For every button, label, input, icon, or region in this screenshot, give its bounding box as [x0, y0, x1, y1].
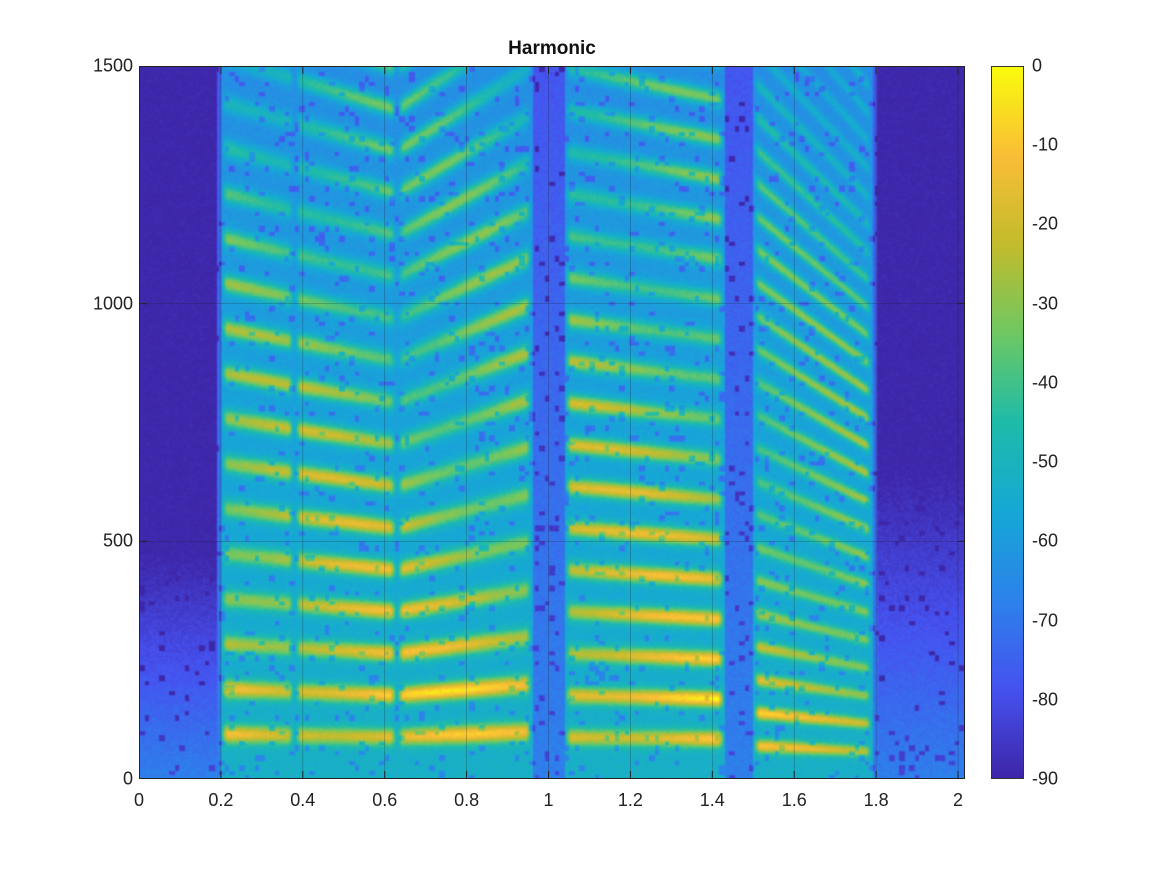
- colorbar-tick-label: -60: [1032, 530, 1059, 551]
- colorbar-tick-label: -90: [1032, 768, 1059, 789]
- x-tick-label: 1.8: [863, 790, 889, 810]
- colorbar-tick-label: -30: [1032, 293, 1059, 314]
- axes-box: [139, 66, 965, 779]
- x-tick-label: 0.4: [290, 790, 316, 810]
- colorbar-tick-label: 0: [1032, 55, 1043, 76]
- x-tick-label: 1.6: [781, 790, 807, 810]
- x-tick-label: 1.4: [699, 790, 725, 810]
- y-tick-label: 500: [102, 530, 133, 551]
- y-tick-label: 0: [122, 768, 133, 789]
- x-tick-label: 1.2: [617, 790, 643, 810]
- spectrogram-heatmap: [139, 66, 965, 779]
- y-tick-label: 1500: [92, 55, 133, 76]
- colorbar-tick-label: -40: [1032, 372, 1059, 393]
- colorbar-tick-label: -50: [1032, 451, 1059, 472]
- colorbar-tick-label: -10: [1032, 134, 1059, 155]
- colorbar-tick-label: -70: [1032, 610, 1059, 631]
- x-tick-label: 1: [543, 790, 554, 810]
- x-tick-label: 0: [133, 790, 145, 810]
- x-tick-label: 2: [953, 790, 964, 810]
- x-tick-label: 0.8: [454, 790, 480, 810]
- x-tick-label: 0.6: [372, 790, 398, 810]
- x-tick-label: 0.2: [208, 790, 234, 810]
- chart-title: Harmonic: [508, 38, 596, 59]
- y-tick-label: 1000: [92, 293, 133, 314]
- spectrogram-plot-area: [139, 66, 965, 779]
- colorbar-tick-label: -20: [1032, 213, 1059, 234]
- colorbar: [991, 66, 1024, 779]
- axes-frame: [139, 66, 965, 779]
- colorbar-tick-label: -80: [1032, 689, 1059, 710]
